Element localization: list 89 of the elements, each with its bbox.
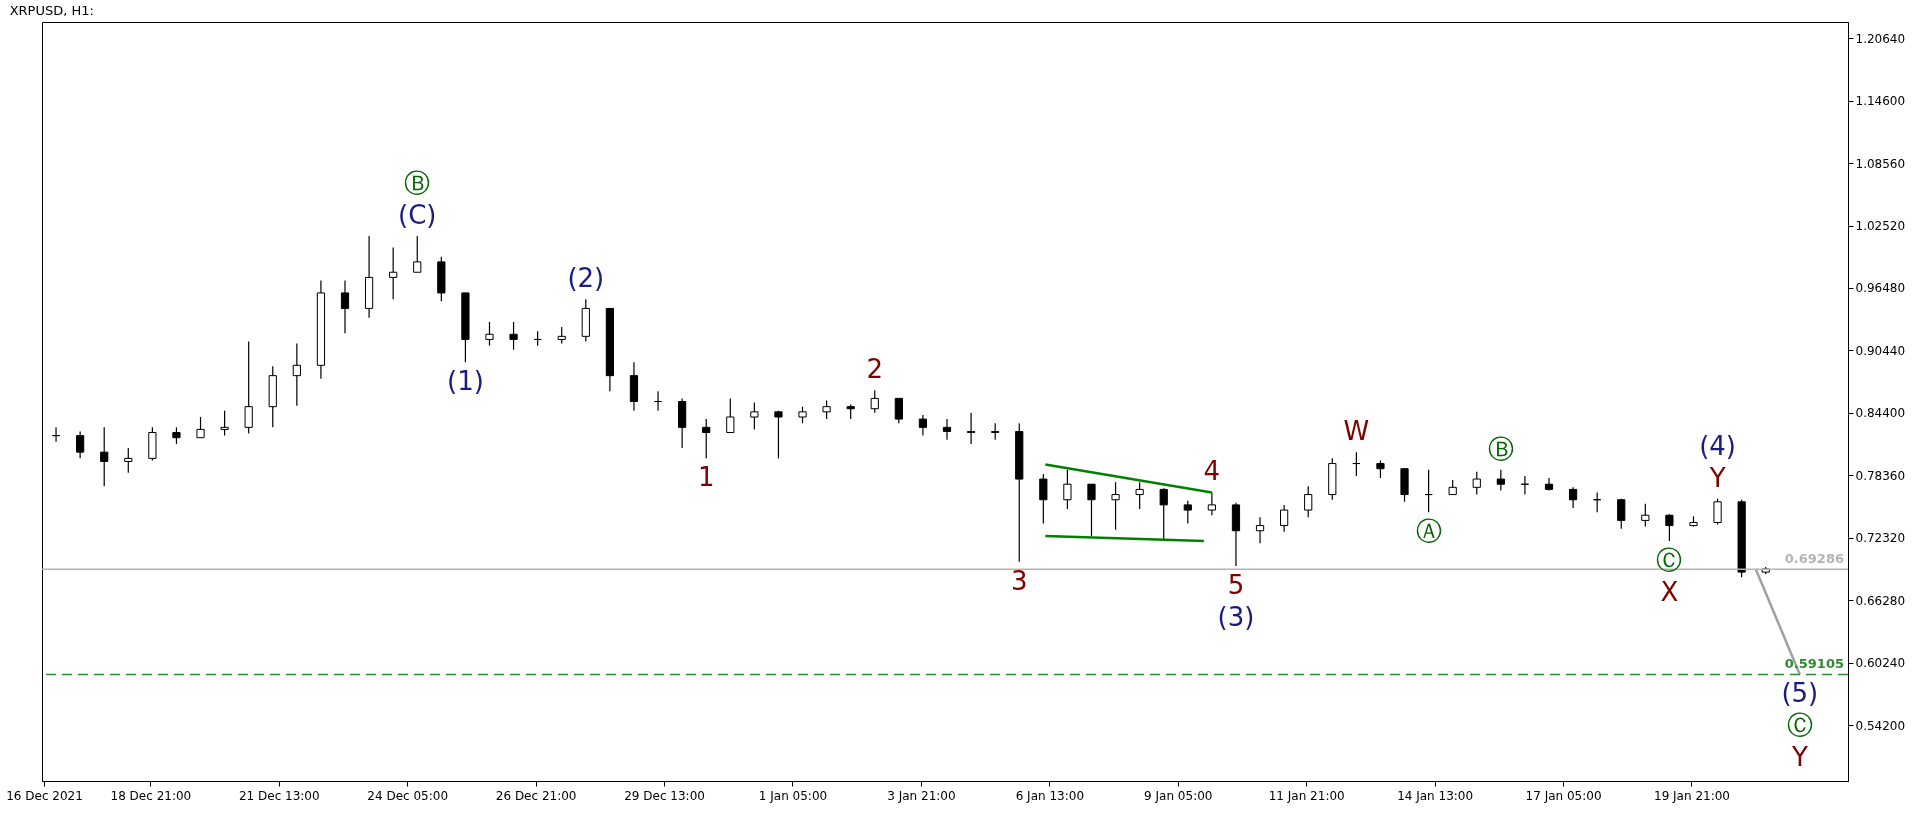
annotation: W [1343, 416, 1370, 447]
annotation: (C) [398, 200, 437, 231]
annotation: (2) [567, 263, 605, 294]
candlestick [1713, 498, 1722, 526]
y-tick-label: 1.20640 [1855, 31, 1906, 46]
candlestick [124, 447, 133, 474]
x-tick-label: 19 Jan 21:00 [1653, 788, 1730, 803]
y-tick-label: 0.90440 [1855, 343, 1906, 358]
candlestick [822, 399, 831, 420]
annotation: Ⓐ [1415, 516, 1442, 547]
annotation: (3) [1217, 601, 1255, 632]
candlestick [1159, 487, 1168, 541]
y-tick-label: 0.54200 [1855, 718, 1906, 733]
candlestick [220, 410, 229, 437]
y-tick-label: 0.60240 [1855, 656, 1906, 671]
y-tick-label: 0.96480 [1855, 281, 1906, 296]
x-tick-label: 16 Dec 2021 [6, 788, 83, 803]
annotation: Ⓑ [1487, 433, 1514, 464]
annotation: 3 [1010, 565, 1028, 596]
x-tick-label: 18 Dec 21:00 [110, 788, 192, 803]
candlestick [413, 235, 422, 273]
candlestick [1255, 516, 1265, 544]
candlestick [702, 418, 711, 459]
candlestick [1207, 491, 1216, 516]
annotation: Y [1708, 462, 1726, 493]
x-tick-label: 24 Dec 05:00 [367, 788, 449, 803]
annotation: Ⓑ [404, 168, 431, 199]
candlestick [942, 418, 952, 441]
candlestick [1472, 471, 1481, 496]
annotation: 1 [697, 462, 715, 493]
candlestick [894, 397, 903, 424]
candlestick [1111, 481, 1120, 531]
candlestick [196, 416, 205, 439]
x-tick-label: 17 Jan 05:00 [1525, 788, 1602, 803]
candlestick [726, 397, 735, 434]
x-tick-label: 14 Jan 13:00 [1397, 788, 1474, 803]
candlestick [750, 401, 759, 431]
candlestick [1665, 513, 1674, 542]
candlestick [389, 246, 398, 300]
ref-line-label: 0.69286 [1784, 551, 1844, 567]
annotation: (5) [1781, 678, 1819, 709]
candlestick [76, 430, 85, 459]
y-tick-label: 1.08560 [1855, 156, 1906, 171]
y-tick-label: 0.78360 [1855, 468, 1906, 483]
x-tick-label: 21 Dec 13:00 [238, 788, 320, 803]
candlestick [1617, 498, 1626, 530]
annotation: Ⓒ [1786, 710, 1813, 741]
candlestick [1641, 503, 1650, 528]
candlestick [340, 279, 350, 334]
candlestick [870, 389, 879, 414]
x-tick-label: 29 Dec 13:00 [624, 788, 705, 803]
x-tick-label: 11 Jan 21:00 [1268, 788, 1345, 803]
y-tick-label: 0.66280 [1855, 593, 1906, 608]
candlestick [1039, 473, 1048, 525]
x-tick-label: 3 Jan 21:00 [887, 788, 956, 803]
candlestick [1135, 481, 1144, 510]
x-tick-label: 26 Dec 21:00 [495, 788, 577, 803]
candlestick [1496, 469, 1505, 492]
chart-title: XRPUSD, H1: [9, 3, 94, 18]
x-tick-label: 1 Jan 05:00 [758, 788, 828, 803]
candlestick [1183, 500, 1192, 525]
candlestick [509, 321, 518, 351]
candlestick [485, 321, 494, 347]
annotation: 5 [1227, 569, 1245, 600]
candlestick [1087, 483, 1096, 537]
annotation: Y [1790, 742, 1808, 773]
x-tick-label: 6 Jan 13:00 [1015, 788, 1085, 803]
annotation: 2 [866, 354, 884, 385]
candlestick [1568, 486, 1578, 509]
annotation: Ⓒ [1656, 545, 1683, 576]
y-tick-label: 1.02520 [1855, 219, 1906, 233]
candlestick [1280, 504, 1289, 533]
annotation: X [1660, 577, 1679, 608]
annotation: (1) [446, 366, 484, 397]
candlestick [774, 410, 783, 459]
y-tick-label: 0.72320 [1855, 531, 1906, 546]
x-tick-label: 9 Jan 05:00 [1144, 788, 1213, 803]
annotation: 4 [1203, 456, 1221, 487]
candlestick [1304, 485, 1313, 518]
y-tick-label: 1.14600 [1855, 94, 1906, 109]
y-tick-label: 0.84400 [1855, 406, 1906, 421]
annotation: (4) [1699, 430, 1736, 461]
candlestick [966, 412, 976, 445]
candlestick [100, 426, 109, 487]
candlestick [918, 414, 928, 437]
candlestick [292, 342, 301, 407]
ref-line-label: 0.59105 [1784, 656, 1844, 672]
candlestick [244, 340, 253, 435]
candlestick [1063, 469, 1072, 510]
